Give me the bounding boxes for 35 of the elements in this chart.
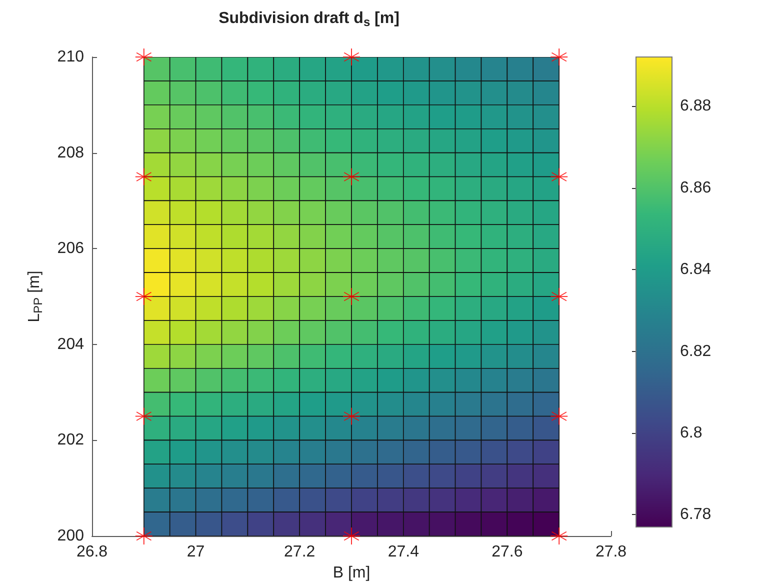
- x-tick-label: 26.8: [76, 544, 108, 560]
- point: [550, 288, 568, 306]
- point: [134, 168, 153, 186]
- color-bar-label: 6.84: [680, 261, 712, 278]
- point: [550, 407, 568, 426]
- x-tick-label: 27.4: [388, 544, 420, 560]
- point: [550, 168, 568, 186]
- point: [342, 527, 360, 545]
- color-bar-label: 6.88: [680, 98, 712, 115]
- color-bar-label: 6.78: [680, 506, 712, 524]
- color-bar-label: 6.8: [680, 424, 702, 442]
- x-tick-label: 27.8: [595, 544, 627, 560]
- point: [134, 48, 153, 66]
- point: [342, 168, 360, 186]
- point: [550, 48, 568, 66]
- point: [134, 527, 153, 545]
- point: [134, 407, 153, 426]
- y-tick-label: 210: [57, 48, 84, 66]
- y-tick-label: 204: [57, 336, 84, 353]
- x-tick-label: 27: [186, 544, 205, 560]
- color-bar-label: 6.82: [680, 342, 712, 360]
- point: [342, 288, 360, 306]
- point: [342, 48, 360, 66]
- y-tick-label: 202: [57, 432, 84, 449]
- color-bar-label: 6.86: [680, 179, 712, 196]
- y-tick-label: 206: [57, 240, 84, 258]
- x-tick-label: 27.2: [284, 544, 316, 560]
- x-axis-title: B [m]: [332, 564, 370, 582]
- point: [550, 527, 568, 545]
- x-tick-label: 27.6: [492, 544, 523, 560]
- point: [342, 407, 360, 426]
- y-axis-title: LPP [m]: [26, 270, 45, 322]
- point: [134, 288, 153, 306]
- y-tick-label: 208: [57, 144, 84, 162]
- y-tick-label: 200: [57, 528, 84, 544]
